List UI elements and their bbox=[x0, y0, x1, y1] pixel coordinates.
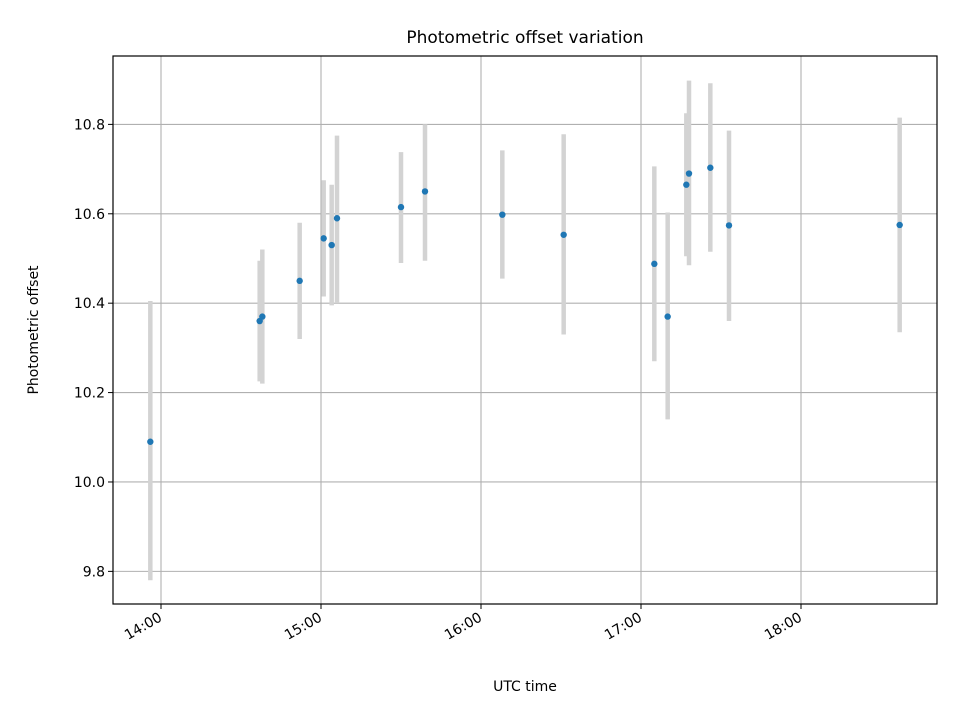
data-point bbox=[421, 188, 429, 195]
data-point bbox=[499, 211, 506, 218]
y-tick-label: 9.8 bbox=[83, 564, 105, 580]
y-tick-label: 10.2 bbox=[74, 386, 105, 402]
data-point bbox=[296, 277, 303, 285]
plot-frame bbox=[112, 55, 938, 605]
data-point bbox=[397, 203, 405, 211]
data-point bbox=[725, 222, 733, 229]
y-axis-ticks: 9.8 10.0 10.2 10.4 10.6 10.8 bbox=[74, 117, 113, 580]
data-point bbox=[333, 215, 341, 222]
data-point bbox=[651, 260, 658, 268]
grid bbox=[113, 56, 937, 604]
data-points bbox=[147, 164, 903, 445]
x-axis-label: UTC time bbox=[493, 679, 557, 695]
data-point bbox=[896, 221, 903, 229]
y-tick-label: 10.0 bbox=[74, 475, 105, 491]
data-point bbox=[259, 313, 266, 320]
chart-title: Photometric offset variation bbox=[406, 28, 643, 48]
y-axis-label: Photometric offset bbox=[26, 265, 42, 395]
data-point bbox=[683, 181, 690, 188]
data-point bbox=[147, 438, 154, 445]
data-point bbox=[664, 313, 671, 320]
y-tick-label: 10.8 bbox=[74, 117, 105, 133]
y-tick-label: 10.6 bbox=[74, 207, 105, 223]
data-point bbox=[320, 235, 327, 242]
data-point bbox=[707, 164, 714, 171]
data-point bbox=[328, 241, 335, 249]
data-point bbox=[685, 170, 693, 177]
y-tick-label: 10.4 bbox=[74, 296, 105, 312]
data-point bbox=[560, 231, 567, 238]
